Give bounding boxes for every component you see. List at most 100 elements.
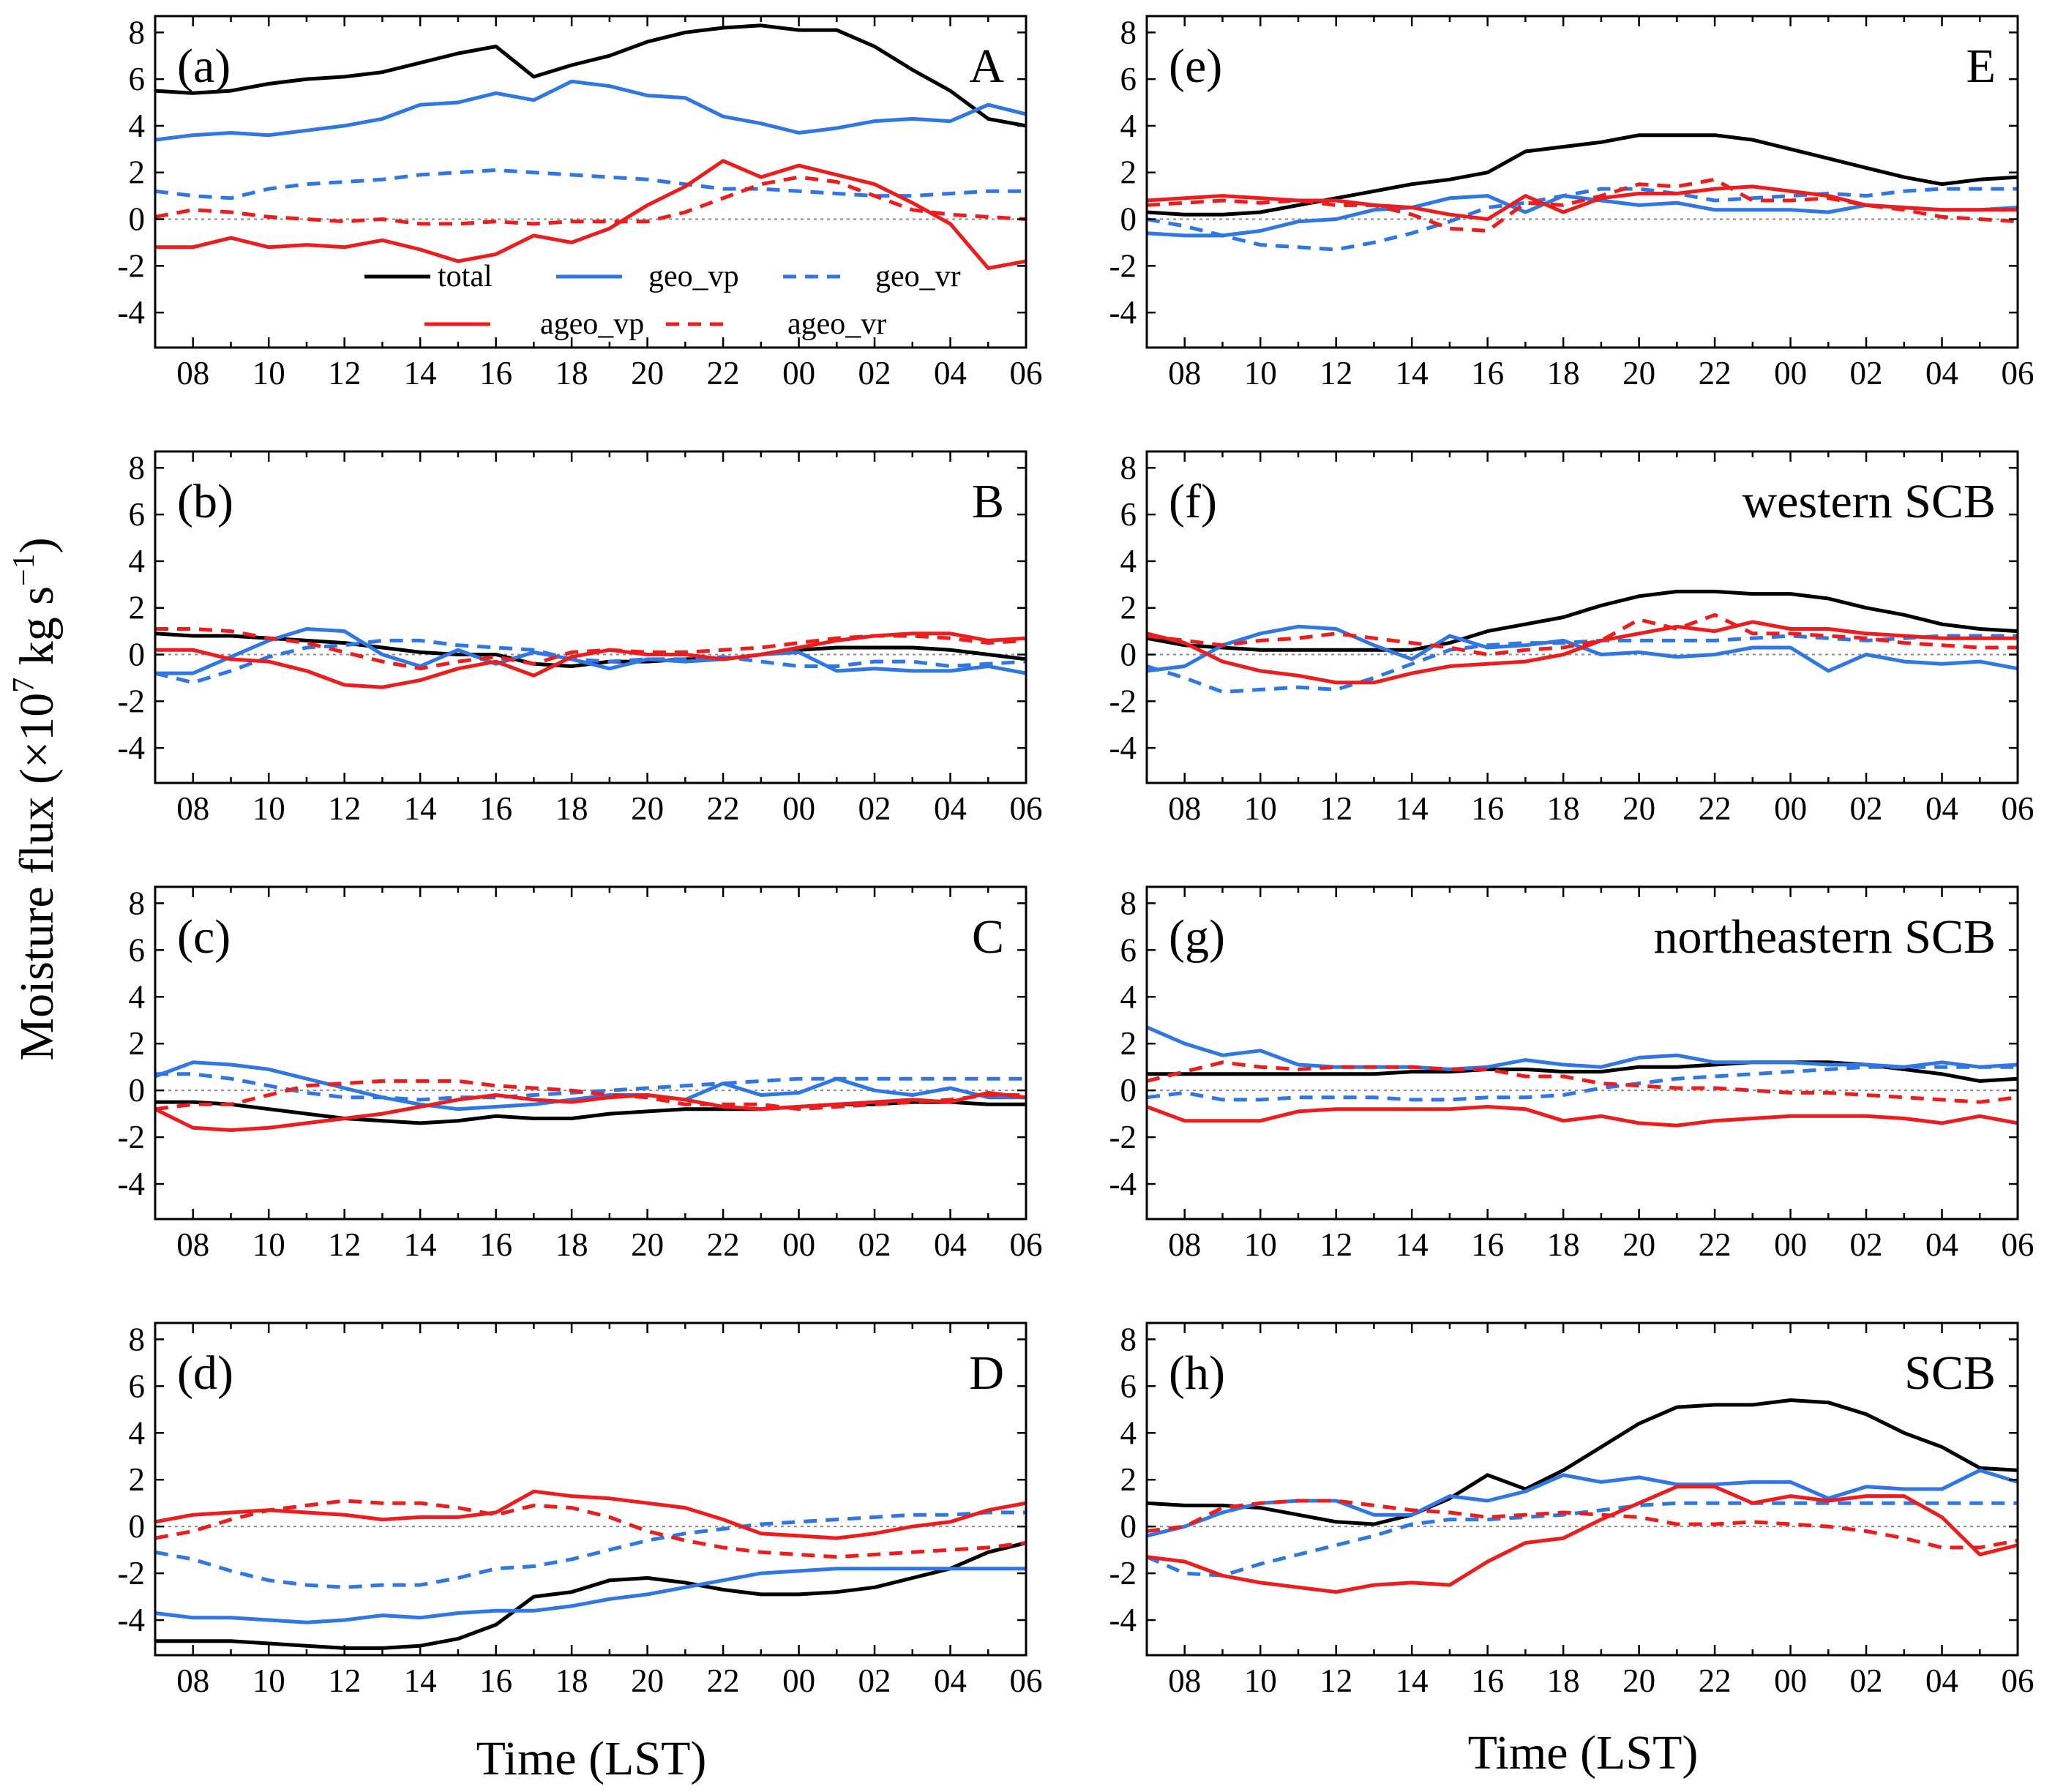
plot-frame <box>1145 450 2019 784</box>
x-tick-label: 10 <box>1244 790 1277 827</box>
y-tick-label: -2 <box>118 683 146 719</box>
y-label-main: Moisture flux (×10 <box>10 693 64 1061</box>
x-tick-label: 14 <box>404 355 437 391</box>
y-tick-label: 0 <box>1120 1072 1137 1109</box>
x-tick-label: 18 <box>555 790 588 827</box>
x-tick-label: 14 <box>404 1662 437 1699</box>
y-tick-label: 8 <box>129 1321 146 1357</box>
x-tick-label: 00 <box>782 790 815 827</box>
series-total <box>1146 133 2018 217</box>
legend: total geo_vp geo_vr ageo_vp ageo_vr <box>364 260 961 341</box>
y-tick-label: -4 <box>1109 1166 1137 1202</box>
x-tick-label: 20 <box>1622 355 1655 391</box>
x-tick-label: 22 <box>1699 790 1732 827</box>
x-tick-label: 10 <box>1244 1226 1277 1263</box>
y-tick-label: 4 <box>129 543 146 580</box>
y-tick-label: 8 <box>129 885 146 921</box>
x-tick-label: 18 <box>1547 1226 1580 1263</box>
series-total <box>155 1100 1026 1125</box>
x-tick-label: 14 <box>1396 790 1429 827</box>
y-tick-label: -2 <box>118 1119 146 1155</box>
y-tick-label: 4 <box>1120 978 1137 1015</box>
series-ageo-vp <box>155 159 1027 270</box>
x-tick-label: 16 <box>479 1662 512 1699</box>
x-tick-label: 14 <box>404 1226 437 1263</box>
panel-label: (g) <box>1169 910 1225 964</box>
x-tick-label: 06 <box>2002 790 2035 827</box>
x-tick-label: 04 <box>1925 1226 1958 1263</box>
series-geo-vp <box>155 627 1027 675</box>
x-tick-label: 20 <box>631 790 664 827</box>
series-geo-vr <box>1146 634 2018 694</box>
y-tick-label: 2 <box>129 1461 146 1498</box>
series-geo-vp <box>1146 1468 2018 1538</box>
y-tick-label: -2 <box>118 247 146 284</box>
series-geo-vr <box>1146 187 2018 252</box>
x-tick-label: 20 <box>631 1226 664 1263</box>
y-axis-label: Moisture flux (×107 kg s−1) <box>7 537 64 1060</box>
x-tick-label: 10 <box>252 1226 285 1263</box>
x-tick-label: 06 <box>2002 1226 2035 1263</box>
y-tick-label: -4 <box>118 1602 146 1638</box>
y-tick-label: -4 <box>118 294 146 331</box>
plot-frame <box>154 885 1028 1221</box>
plot-frame <box>154 15 1028 349</box>
x-tick-label: 12 <box>328 355 361 391</box>
y-tick-label: 4 <box>129 108 146 144</box>
x-tick-label: 20 <box>1622 1226 1655 1263</box>
series-ageo-vr <box>1146 1060 2018 1104</box>
series-geo-vp <box>1146 1025 2018 1071</box>
panel-label: (f) <box>1169 475 1217 528</box>
x-tick-label: 02 <box>1850 1226 1883 1263</box>
x-tick-label: 10 <box>252 1662 285 1699</box>
panel-title: C <box>972 910 1004 964</box>
panel-label: (d) <box>177 1346 233 1400</box>
x-tick-label: 18 <box>555 1226 588 1263</box>
x-axis-label-left: Time (LST) <box>476 1732 707 1785</box>
y-tick-label: 4 <box>1120 108 1137 144</box>
panel-label: (e) <box>1169 40 1222 93</box>
x-tick-label: 18 <box>1547 1662 1580 1699</box>
panel-title: western SCB <box>1743 475 1996 528</box>
x-axis-label-right: Time (LST) <box>1468 1726 1699 1780</box>
x-tick-label: 00 <box>782 355 815 391</box>
x-tick-label: 16 <box>1471 790 1504 827</box>
y-label-units: kg s <box>10 586 64 678</box>
series-ageo-vp <box>1146 620 2018 685</box>
y-tick-label: -4 <box>118 1166 146 1202</box>
x-tick-label: 22 <box>707 1662 740 1699</box>
x-tick-label: 04 <box>1925 1662 1958 1699</box>
x-tick-label: 16 <box>1471 355 1504 391</box>
x-tick-label: 16 <box>479 1226 512 1263</box>
x-tick-label: 04 <box>934 355 967 391</box>
x-tick-label: 18 <box>1547 790 1580 827</box>
legend-label-ageo-vp: ageo_vp <box>540 307 644 341</box>
y-tick-label: 6 <box>1120 931 1137 968</box>
y-tick-label: 0 <box>129 1508 146 1545</box>
series-ageo-vp <box>154 1489 1027 1540</box>
panel-label: (b) <box>177 475 233 528</box>
x-tick-label: 12 <box>1320 1226 1352 1263</box>
y-tick-label: 6 <box>129 496 146 533</box>
y-tick-label: 6 <box>129 61 146 97</box>
x-tick-label: 12 <box>328 790 361 827</box>
y-tick-label: 8 <box>1120 449 1137 486</box>
series-geo-vr <box>154 638 1027 685</box>
panel-title: A <box>969 40 1004 93</box>
x-tick-label: 02 <box>858 1226 891 1263</box>
y-tick-label: -4 <box>1109 1602 1137 1638</box>
series-ageo-vp <box>1146 1105 2018 1128</box>
x-tick-label: 16 <box>479 355 512 391</box>
x-tick-label: 04 <box>934 1662 967 1699</box>
x-tick-label: 02 <box>1850 1662 1883 1699</box>
x-tick-label: 10 <box>1244 355 1277 391</box>
x-tick-label: 10 <box>252 355 285 391</box>
y-label-close: ) <box>10 537 64 553</box>
x-tick-label: 14 <box>1396 355 1429 391</box>
y-tick-label: 2 <box>1120 1025 1137 1062</box>
